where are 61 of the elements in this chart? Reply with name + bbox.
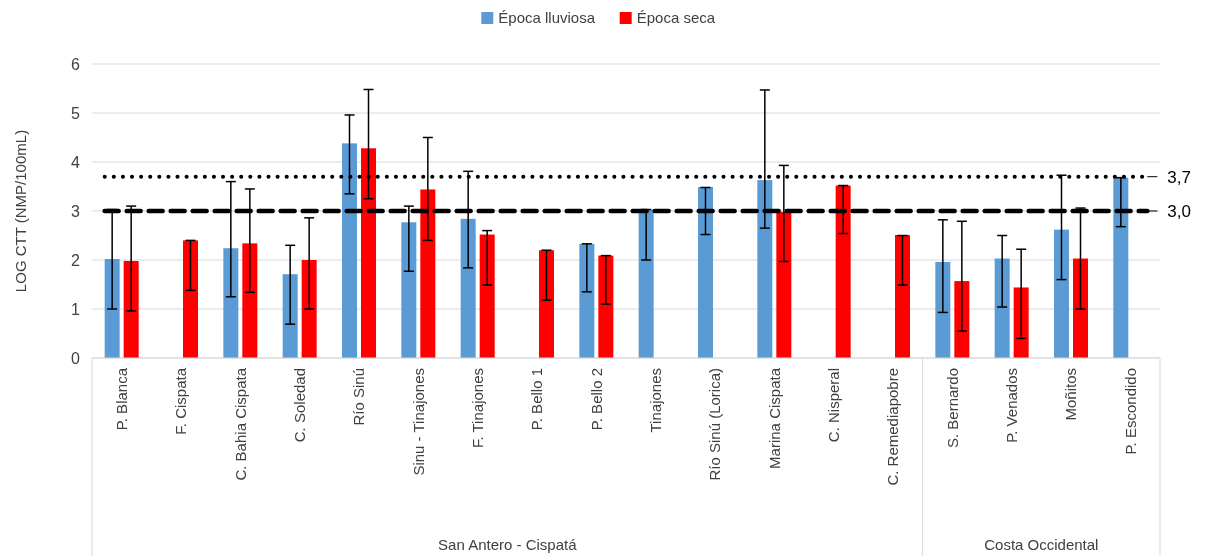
x-tick-label: F. Cispata <box>172 367 190 435</box>
x-tick-label: Moñitos <box>1062 368 1080 421</box>
bar <box>361 148 376 358</box>
y-tick-label: 3 <box>71 202 81 220</box>
bar <box>282 274 298 358</box>
bar <box>1054 229 1069 358</box>
x-tick-label: C. Nisperal <box>824 368 842 443</box>
bar <box>835 185 851 358</box>
bar <box>1113 177 1129 358</box>
bar <box>698 186 713 358</box>
x-tick-label: F. Tinajones <box>468 368 486 449</box>
x-tick-label: P. Escondido <box>1121 368 1139 455</box>
bar <box>342 143 357 358</box>
y-tick-label: 5 <box>71 104 81 122</box>
legend-label: Época lluviosa <box>498 9 596 27</box>
bar <box>776 211 792 358</box>
ref-line-label: 3,0 <box>1167 201 1191 221</box>
bar <box>123 260 139 358</box>
y-tick-label: 0 <box>71 349 81 367</box>
bar <box>104 259 120 358</box>
bar <box>757 180 773 358</box>
y-tick-label: 2 <box>71 251 81 269</box>
y-tick-label: 4 <box>71 153 81 171</box>
x-tick-label: P. Venados <box>1002 368 1020 443</box>
bar <box>895 235 910 358</box>
x-tick-label: Sinu - Tinajones <box>409 368 427 476</box>
x-tick-label: Tinajones <box>646 368 664 433</box>
bar <box>598 255 614 358</box>
y-tick-label: 1 <box>71 300 81 318</box>
ref-line-label: 3,7 <box>1167 167 1191 187</box>
bar <box>579 243 595 358</box>
x-tick-label: P. Bello 1 <box>528 368 546 431</box>
bar <box>401 222 417 358</box>
bar <box>420 189 436 358</box>
bar <box>935 261 951 358</box>
bar <box>242 243 258 358</box>
y-tick-label: 6 <box>71 55 81 73</box>
x-tick-label: P. Bello 2 <box>587 368 605 431</box>
bar <box>1073 258 1088 358</box>
bar <box>1013 287 1029 358</box>
x-tick-label: Marina Cispata <box>765 367 783 469</box>
text: Costa Occidental <box>984 536 1099 553</box>
bar <box>301 260 317 358</box>
x-tick-label: Río Sinú (Lorica) <box>706 368 724 481</box>
x-tick-label: Río Sinú <box>350 368 368 426</box>
bar <box>539 250 554 358</box>
bar <box>954 281 970 358</box>
bar <box>479 234 495 358</box>
x-tick-label: S. Bernardo <box>943 368 961 449</box>
x-tick-label: C. Remediapobre <box>884 368 902 486</box>
x-tick-label: C. Soledad <box>290 368 308 443</box>
x-tick-label: C. Bahia Cispata <box>231 367 249 481</box>
bar <box>460 218 476 358</box>
bar <box>223 248 239 358</box>
bar <box>638 209 654 358</box>
bar <box>183 240 198 358</box>
legend-label: Época seca <box>636 9 716 27</box>
text: San Antero - Cispatá <box>438 536 578 553</box>
y-axis-title: LOG CTT (NMP/100mL) <box>12 129 29 293</box>
bar <box>994 258 1010 358</box>
x-tick-label: P. Blanca <box>112 367 130 431</box>
